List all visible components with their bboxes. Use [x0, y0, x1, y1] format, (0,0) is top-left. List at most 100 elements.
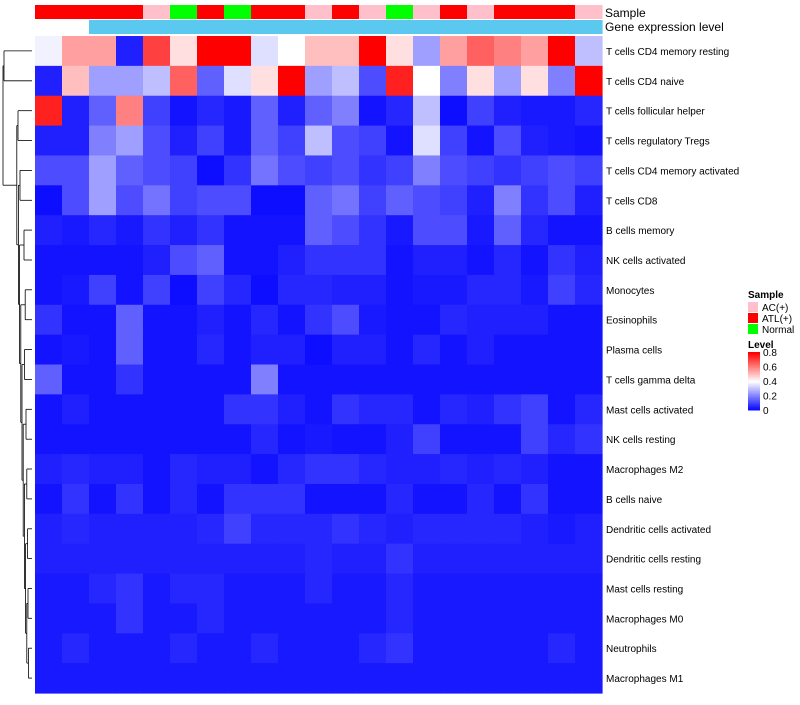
annotation-cell	[521, 5, 549, 19]
annotation-cell	[548, 5, 576, 19]
heatmap-cell	[170, 304, 198, 336]
heatmap-cell	[89, 573, 117, 605]
heatmap-cell	[521, 304, 549, 336]
heatmap-cell	[359, 603, 387, 634]
heatmap-cell	[197, 364, 225, 395]
row-label: T cells CD8	[606, 196, 658, 207]
sample-legend-label: AC(+)	[762, 303, 788, 314]
sample-legend-swatch	[748, 313, 758, 323]
row-label: Macrophages M2	[606, 465, 684, 476]
heatmap-cell	[251, 155, 279, 186]
annotation-cell	[143, 20, 171, 34]
heatmap-cell	[62, 274, 90, 306]
heatmap-cell	[62, 633, 90, 664]
heatmap-cell	[332, 424, 360, 455]
level-colorbar-segment	[748, 359, 760, 362]
level-colorbar-segment	[748, 407, 760, 410]
heatmap-cell	[197, 633, 225, 664]
heatmap-cell	[197, 454, 225, 485]
level-colorbar-segment	[748, 353, 760, 356]
heatmap-cell	[143, 483, 171, 515]
row-label: T cells regulatory Tregs	[606, 137, 710, 148]
heatmap-cell	[224, 513, 252, 545]
row-label: T cells CD4 memory resting	[606, 47, 729, 58]
heatmap-cell	[251, 274, 279, 306]
heatmap-cell	[548, 483, 576, 515]
heatmap-cell	[575, 155, 603, 186]
heatmap-cell	[35, 483, 63, 515]
heatmap-cell	[413, 155, 441, 186]
heatmap-cell	[170, 394, 198, 425]
heatmap-cell	[521, 364, 549, 395]
heatmap-cell	[251, 633, 279, 664]
annotation-cell	[359, 20, 387, 34]
heatmap-cell	[575, 274, 603, 306]
heatmap-cell	[116, 513, 144, 545]
heatmap-cell	[278, 663, 306, 694]
heatmap-cell	[386, 364, 414, 395]
heatmap-cell	[224, 95, 252, 127]
heatmap-cell	[575, 394, 603, 425]
heatmap-cell	[251, 65, 279, 97]
heatmap-cell	[116, 185, 144, 216]
level-colorbar-segment	[748, 404, 760, 407]
heatmap-cell	[224, 36, 252, 67]
level-colorbar-segment	[748, 405, 760, 408]
heatmap-cell	[143, 573, 171, 605]
heatmap-cell	[197, 215, 225, 246]
heatmap-cell	[251, 543, 279, 575]
heatmap-cell	[62, 65, 90, 97]
heatmap-cell	[224, 603, 252, 634]
heatmap-cell	[89, 95, 117, 127]
heatmap-cell	[386, 573, 414, 605]
heatmap-cell	[251, 603, 279, 634]
heatmap-cell	[413, 125, 441, 157]
heatmap-cell	[197, 334, 225, 366]
heatmap-cell	[143, 185, 171, 216]
level-colorbar-segment	[748, 382, 760, 385]
heatmap-cell	[359, 155, 387, 186]
heatmap-cell	[386, 304, 414, 336]
heatmap-cell	[386, 543, 414, 575]
heatmap-cell	[494, 304, 522, 336]
row-label: Mast cells activated	[606, 405, 693, 416]
heatmap-cell	[494, 36, 522, 67]
heatmap-cell	[548, 543, 576, 575]
level-colorbar-segment	[748, 394, 760, 396]
heatmap-cell	[575, 603, 603, 634]
heatmap-cell	[494, 663, 522, 694]
heatmap-cell	[575, 95, 603, 127]
heatmap-cell	[197, 304, 225, 336]
heatmap-cell	[575, 454, 603, 485]
heatmap-cell	[89, 663, 117, 694]
heatmap-cell	[332, 65, 360, 97]
heatmap-cell	[440, 95, 468, 127]
heatmap-cell	[143, 65, 171, 97]
heatmap-cell	[143, 633, 171, 664]
level-legend-tick: 0.2	[763, 392, 777, 403]
heatmap-cell	[575, 424, 603, 455]
heatmap-cell	[143, 513, 171, 545]
annotation-label-gene-expression: Gene expression level	[605, 20, 724, 34]
heatmap-cell	[35, 394, 63, 425]
heatmap-cell	[575, 573, 603, 605]
heatmap-cell	[386, 95, 414, 127]
heatmap-cell	[89, 454, 117, 485]
heatmap-cell	[332, 394, 360, 425]
annotation-cell	[89, 20, 117, 34]
heatmap-cell	[197, 513, 225, 545]
level-legend: Level 0.8 0.6 0.4 0.2 0	[748, 340, 777, 417]
heatmap-cell	[224, 185, 252, 216]
heatmap-cell	[251, 215, 279, 246]
heatmap-cell	[278, 245, 306, 276]
sample-legend: Sample AC(+)ATL(+)Normal	[748, 290, 794, 336]
heatmap-cell	[116, 573, 144, 605]
heatmap-cell	[116, 663, 144, 694]
heatmap-cell	[170, 424, 198, 455]
heatmap-cell	[332, 95, 360, 127]
heatmap-cell	[305, 36, 333, 67]
heatmap-cell	[143, 394, 171, 425]
heatmap-cell	[332, 454, 360, 485]
heatmap-cell	[467, 334, 495, 366]
heatmap-cell	[521, 95, 549, 127]
